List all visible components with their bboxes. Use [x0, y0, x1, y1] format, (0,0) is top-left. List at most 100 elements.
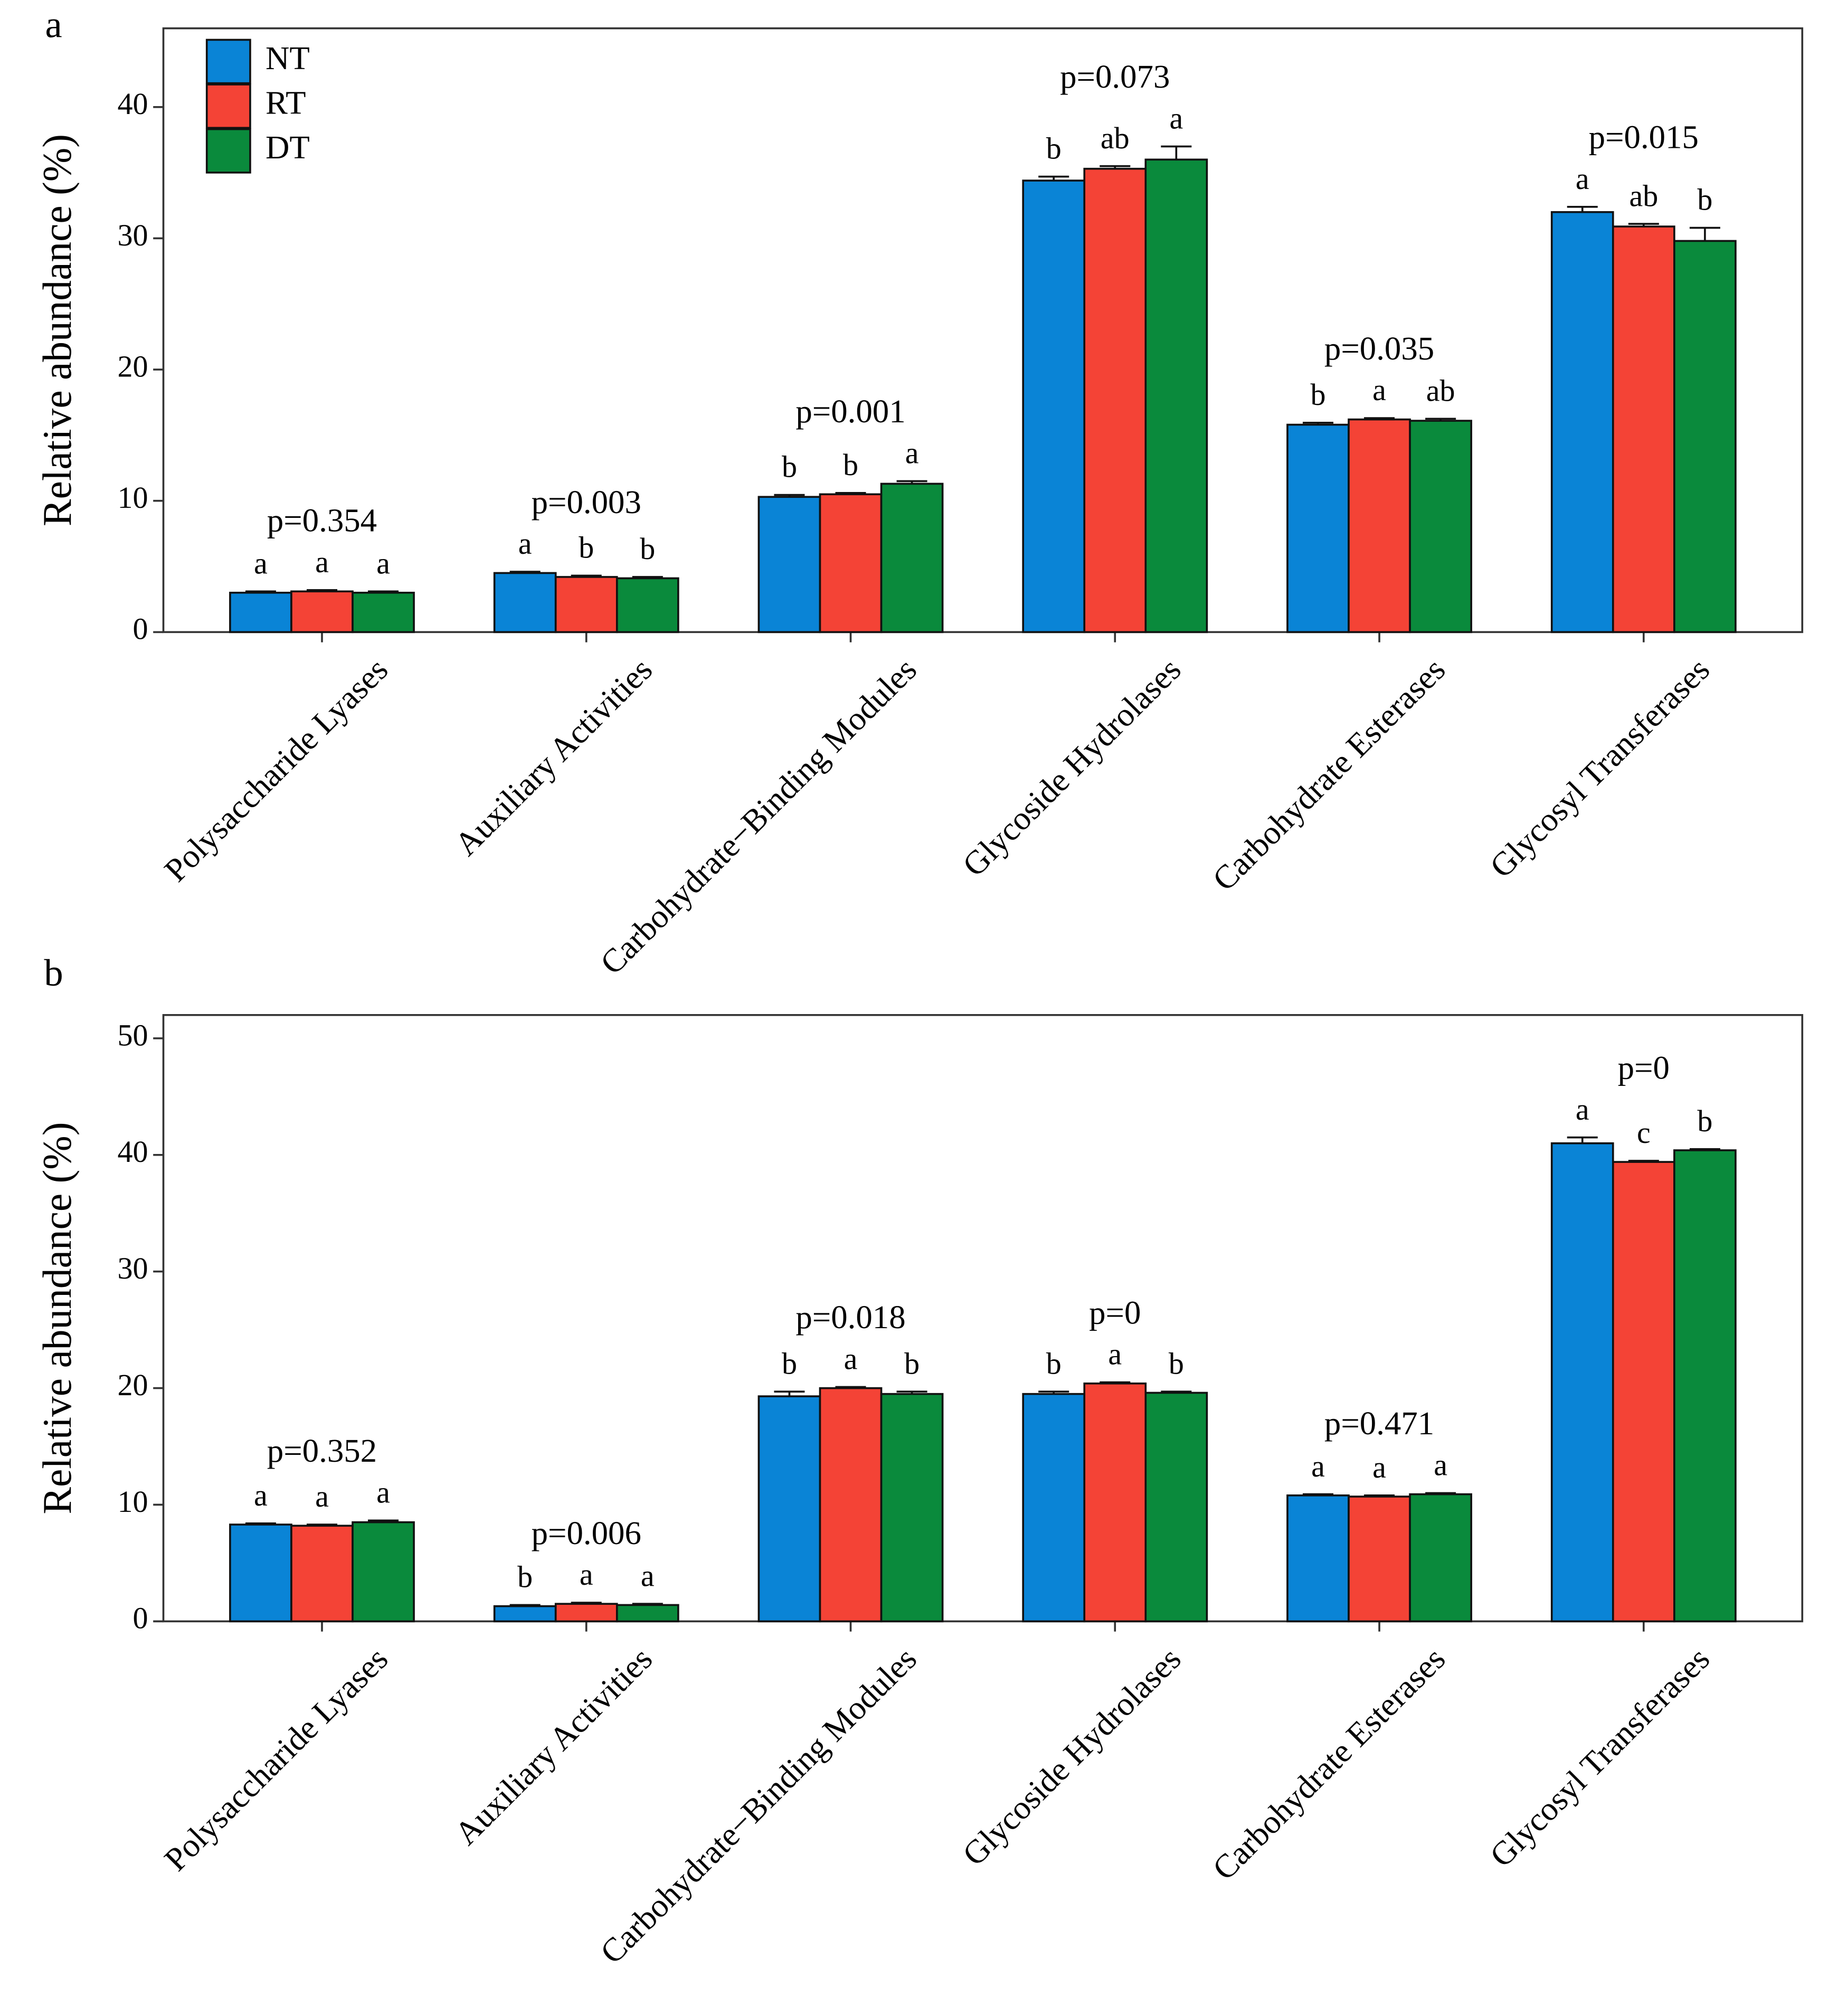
bar — [290, 590, 354, 633]
p-value: p=0.471 — [1324, 1405, 1434, 1442]
legend-label: RT — [266, 84, 306, 121]
p-value: p=0.073 — [1060, 58, 1170, 95]
error-bar — [368, 1519, 399, 1522]
significance-letter: a — [315, 1479, 329, 1513]
error-bar — [1425, 418, 1456, 421]
y-tick-label: 10 — [117, 1484, 148, 1519]
significance-letter: b — [517, 1560, 533, 1594]
bar — [615, 1604, 679, 1623]
error-bar — [1038, 175, 1069, 181]
significance-letter: a — [905, 436, 919, 470]
bar — [493, 572, 557, 633]
y-tick-label: 30 — [117, 218, 148, 252]
significance-letter: a — [1169, 101, 1183, 136]
significance-letter: a — [844, 1342, 858, 1376]
x-tick-label: Carbohydrate−Binding Modules — [593, 651, 923, 981]
bar — [1612, 1161, 1675, 1623]
x-tick-label: Glycosyl Transferases — [1483, 651, 1717, 885]
x-tick-label: Glycosyl Transferases — [1483, 1640, 1717, 1874]
bar — [1673, 240, 1737, 633]
significance-letter: a — [580, 1557, 593, 1592]
error-bar — [896, 1390, 927, 1394]
y-tick-label: 20 — [117, 1368, 148, 1402]
y-tick-label: 50 — [117, 1018, 148, 1052]
bar — [615, 577, 679, 633]
error-bar — [774, 1390, 805, 1397]
significance-letter: a — [1372, 1450, 1386, 1484]
significance-letter: b — [1046, 131, 1062, 166]
bar — [1144, 158, 1208, 633]
significance-letter: ab — [1629, 178, 1658, 213]
panel-label: b — [44, 951, 63, 994]
error-bar — [571, 1602, 602, 1604]
significance-letter: b — [843, 448, 858, 482]
x-tick-label: Glycoside Hydrolases — [955, 1640, 1188, 1873]
error-bar — [1689, 226, 1720, 241]
legend-label: NT — [266, 40, 310, 77]
p-value: p=0 — [1618, 1049, 1670, 1086]
y-tick-label: 20 — [117, 349, 148, 383]
significance-letter: b — [1046, 1346, 1062, 1380]
error-bar — [835, 1386, 866, 1388]
p-value: p=0.001 — [795, 393, 905, 430]
bar — [880, 1393, 944, 1623]
error-bar — [1364, 417, 1395, 420]
bar — [290, 1525, 354, 1623]
legend-label: DT — [266, 129, 310, 166]
error-bar — [1100, 1381, 1131, 1384]
significance-letter: a — [254, 1478, 268, 1512]
p-value: p=0.006 — [532, 1515, 641, 1551]
error-bar — [1425, 1492, 1456, 1494]
y-tick-label: 0 — [132, 1601, 148, 1635]
error-bar — [774, 494, 805, 497]
y-axis-label: Relative abundance (%) — [34, 134, 80, 526]
error-bar — [571, 574, 602, 577]
bar — [1083, 1382, 1147, 1623]
bar — [229, 591, 292, 633]
error-bar — [1628, 1160, 1659, 1162]
significance-letter: b — [904, 1346, 920, 1380]
error-bar — [1628, 223, 1659, 227]
y-tick-label: 10 — [117, 480, 148, 515]
error-bar — [1038, 1390, 1069, 1394]
error-bar — [1100, 165, 1131, 169]
significance-letter: a — [641, 1558, 655, 1593]
bar — [1348, 418, 1411, 633]
bar — [1286, 1494, 1350, 1623]
x-tick-label: Auxiliary Activities — [448, 1640, 659, 1852]
significance-letter: b — [782, 1346, 797, 1380]
y-tick-label: 30 — [117, 1251, 148, 1285]
error-bar — [632, 1603, 663, 1605]
p-value: p=0.018 — [795, 1299, 905, 1336]
y-tick-label: 40 — [117, 1134, 148, 1169]
significance-letter: b — [1697, 1104, 1712, 1138]
error-bar — [1689, 1148, 1720, 1151]
significance-letter: a — [518, 526, 532, 561]
error-bar — [1364, 1494, 1395, 1497]
significance-letter: ab — [1426, 373, 1455, 408]
p-value: p=0.035 — [1324, 330, 1434, 367]
significance-letter: a — [1108, 1337, 1122, 1371]
significance-letter: b — [1310, 377, 1325, 412]
bar — [229, 1523, 292, 1623]
bar — [1409, 420, 1472, 633]
error-bar — [1567, 1136, 1598, 1143]
significance-letter: c — [1637, 1115, 1651, 1150]
error-bar — [1567, 205, 1598, 212]
significance-letter: a — [1434, 1448, 1447, 1482]
significance-letter: a — [376, 546, 390, 580]
significance-letter: a — [254, 546, 268, 580]
p-value: p=0.354 — [267, 502, 377, 539]
plot-frame — [162, 27, 1804, 633]
y-tick-label: 0 — [132, 612, 148, 646]
bar — [819, 493, 883, 633]
error-bar — [896, 480, 927, 484]
bar — [554, 1603, 618, 1623]
bar — [819, 1387, 883, 1623]
bar — [757, 496, 821, 633]
bar — [1083, 167, 1147, 633]
bar — [1022, 179, 1086, 633]
legend-swatch — [205, 128, 251, 174]
p-value: p=0.352 — [267, 1432, 377, 1469]
